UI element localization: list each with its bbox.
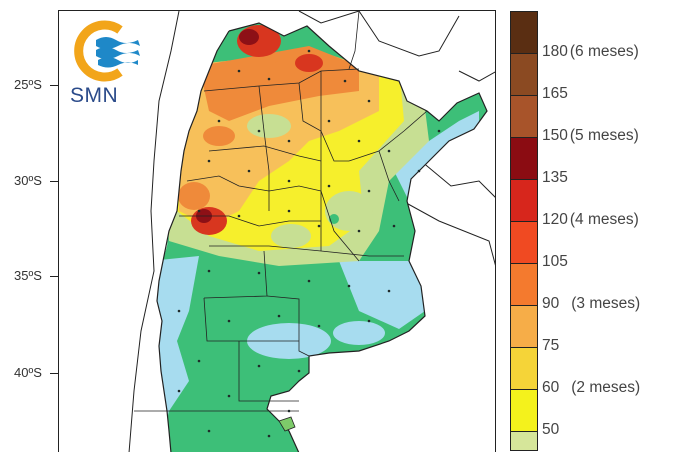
country-outline [228, 22, 488, 452]
latitude-tick [50, 276, 58, 277]
legend-swatch [510, 263, 538, 306]
legend-swatch [510, 53, 538, 96]
legend-label: 165 [542, 85, 568, 103]
legend-label: 120 (4 meses) [542, 211, 639, 229]
legend-label: 90 (3 meses) [542, 295, 640, 313]
legend-value: 165 [542, 85, 568, 102]
legend-value: 180 [542, 43, 568, 60]
latitude-label: 35ºS [14, 268, 42, 283]
legend-swatch [510, 179, 538, 222]
legend-label: 75 [542, 337, 559, 355]
island [278, 416, 296, 432]
latitude-tick [50, 85, 58, 86]
station-markers [177, 49, 441, 438]
legend-label: 60 (2 meses) [542, 379, 640, 397]
legend-swatch [510, 95, 538, 138]
latitude-label: 25ºS [14, 77, 42, 92]
legend-note: (4 meses) [569, 211, 639, 228]
legend-swatch [510, 347, 538, 390]
legend-note: (3 meses) [571, 295, 641, 312]
legend-swatch [510, 431, 538, 451]
legend-value: 120 [542, 211, 568, 228]
legend-swatch [510, 305, 538, 348]
andes-border [156, 30, 230, 452]
legend-value: 60 [542, 379, 560, 396]
smn-logo-text: SMN [70, 84, 119, 107]
legend-swatch [510, 11, 538, 54]
map-frame [58, 10, 496, 452]
province-boundaries [134, 11, 428, 412]
smn-logo [68, 16, 152, 111]
neighbour-borders [128, 11, 495, 452]
latitude-tick [50, 181, 58, 182]
latitude-label: 40ºS [14, 365, 42, 380]
legend-value: 150 [542, 127, 568, 144]
precipitation-map [128, 11, 495, 452]
legend-swatch [510, 137, 538, 180]
legend-label: 180 (6 meses) [542, 43, 639, 61]
latitude-label: 30ºS [14, 173, 42, 188]
legend-note: (5 meses) [569, 127, 639, 144]
legend-value: 90 [542, 295, 560, 312]
legend-swatch [510, 221, 538, 264]
latitude-tick [50, 373, 58, 374]
legend-label: 105 [542, 253, 568, 271]
smn-logo-icon [74, 20, 140, 82]
legend-colorbar [510, 11, 538, 452]
legend-swatch [510, 389, 538, 432]
legend-note: (2 meses) [571, 379, 641, 396]
legend-label: 135 [542, 169, 568, 187]
legend-value: 105 [542, 253, 568, 270]
legend-note: (6 meses) [569, 43, 639, 60]
legend-label: 150 (5 meses) [542, 127, 639, 145]
legend-label: 50 [542, 421, 559, 439]
legend-value: 135 [542, 169, 568, 186]
legend-value: 50 [542, 421, 560, 438]
legend-value: 75 [542, 337, 560, 354]
